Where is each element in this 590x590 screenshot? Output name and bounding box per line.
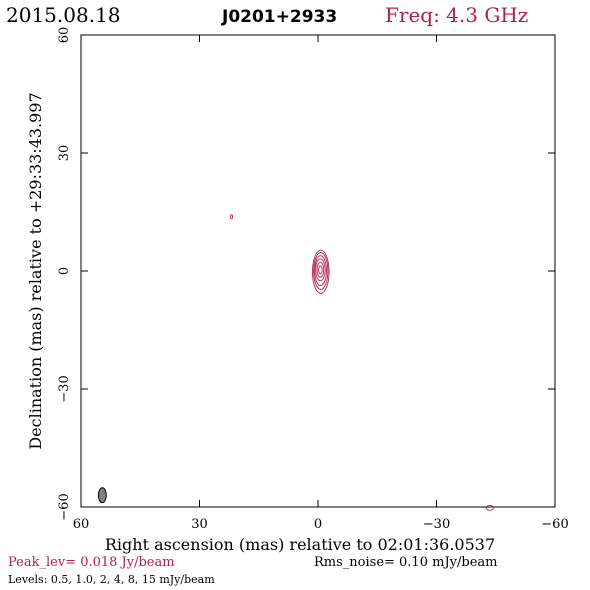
contour-ellipse — [315, 258, 326, 282]
axis-ticks — [80, 34, 556, 508]
x-tick-label: −30 — [423, 517, 450, 532]
x-tick-label: 60 — [73, 517, 90, 532]
y-axis-label: Declination (mas) relative to +29:33:43.… — [26, 92, 45, 449]
contour-levels: Levels: 0.5, 1.0, 2, 4, 8, 15 mJy/beam — [8, 573, 215, 586]
y-tick-label: 60 — [57, 27, 72, 44]
contour-ellipse — [318, 265, 323, 275]
y-tick-labels: −60 −30 0 30 60 — [57, 27, 72, 521]
y-tick-label: −30 — [57, 375, 72, 402]
contour-ellipse — [314, 255, 327, 287]
beam-ellipse — [97, 487, 107, 504]
y-tick-label: 0 — [57, 267, 72, 275]
peak-level: Peak_lev= 0.018 Jy/beam — [8, 555, 175, 570]
y-tick-label: 30 — [57, 145, 72, 162]
contour-spot — [230, 214, 233, 220]
contour-ellipse — [316, 261, 325, 278]
x-axis-label: Right ascension (mas) relative to 02:01:… — [105, 535, 495, 554]
frequency-label: Freq: 4.3 GHz — [385, 3, 528, 27]
source-name: J0201+2933 — [221, 7, 337, 27]
rms-noise: Rms_noise= 0.10 mJy/beam — [314, 555, 497, 570]
x-tick-label: 0 — [314, 517, 322, 532]
plot-frame — [80, 34, 556, 508]
y-tick-label: −60 — [57, 493, 72, 520]
x-tick-label: −60 — [541, 517, 568, 532]
beam-shape — [97, 487, 107, 504]
x-tick-label: 30 — [191, 517, 208, 532]
contour-lines — [230, 214, 494, 511]
observation-date: 2015.08.18 — [6, 3, 121, 27]
x-tick-labels: 60 30 0 −30 −60 — [73, 517, 569, 532]
contour-spot — [485, 504, 494, 511]
contour-ellipse — [312, 249, 330, 294]
contour-ellipse — [313, 252, 329, 290]
